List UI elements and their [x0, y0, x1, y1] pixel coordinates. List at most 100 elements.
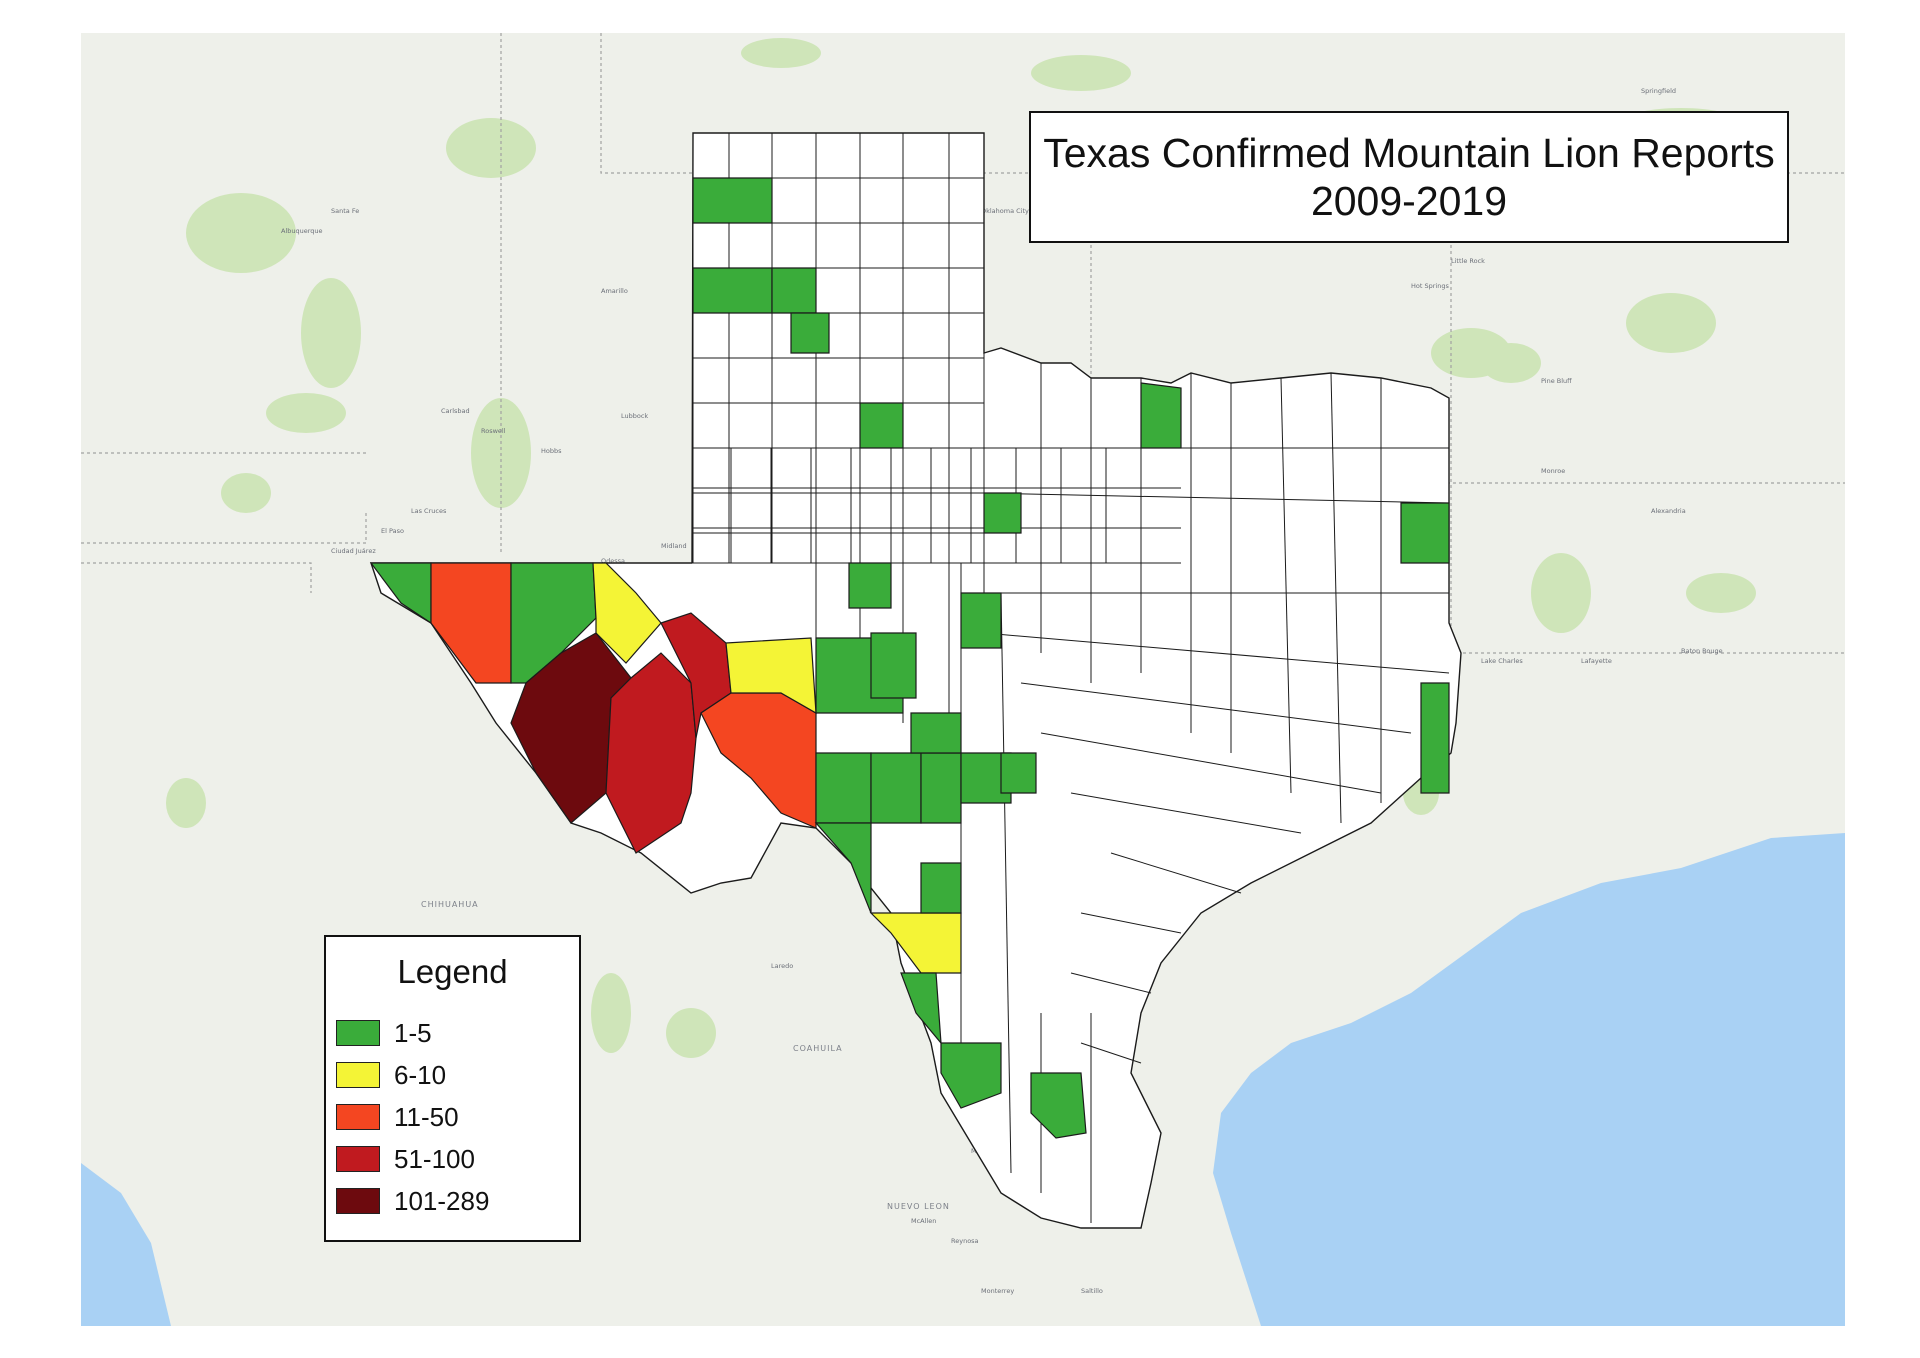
park-area	[446, 118, 536, 178]
county-border	[1070, 792, 1302, 834]
region-label: NUEVO LEON	[887, 1202, 950, 1211]
map-area[interactable]: Albuquerque Santa Fe Amarillo Lubbock Midlan…	[81, 33, 1845, 1326]
place-label: Lake Charles	[1481, 657, 1523, 665]
legend-label: 11-50	[394, 1101, 459, 1132]
county-brewster-area[interactable]	[605, 652, 697, 854]
county-hill-country[interactable]	[910, 712, 962, 754]
place-label: Lafayette	[1581, 657, 1612, 665]
legend-label: 6-10	[394, 1059, 447, 1090]
county-border	[1000, 592, 1012, 1174]
county-edwards-plateau-a[interactable]	[848, 562, 892, 609]
legend: Legend 1-5 6-10 11-50 51-100 101-289	[324, 935, 581, 1242]
county-bexar-west[interactable]	[1000, 752, 1037, 794]
county-border	[983, 632, 1450, 674]
map-title-box: Texas Confirmed Mountain Lion Reports 20…	[1029, 111, 1789, 243]
place-label: Carlsbad	[441, 407, 470, 415]
legend-swatch	[336, 1146, 380, 1172]
county-border	[1070, 972, 1152, 994]
legend-label: 101-289	[394, 1185, 490, 1216]
legend-item-51-100: 51-100	[336, 1144, 475, 1174]
county-east-border-a[interactable]	[1400, 502, 1450, 564]
legend-item-11-50: 11-50	[336, 1102, 459, 1132]
county-uvalde-area[interactable]	[870, 752, 922, 824]
place-label: Albuquerque	[281, 227, 323, 235]
county-edwards-plateau-b[interactable]	[960, 592, 1002, 649]
place-label: Lubbock	[621, 412, 648, 420]
place-label: Monroe	[1541, 467, 1565, 475]
county-rolling-plains[interactable]	[859, 402, 904, 449]
park-area	[266, 393, 346, 433]
county-north-central[interactable]	[1140, 382, 1182, 449]
place-label: Ciudad Juárez	[331, 547, 376, 555]
county-border	[983, 492, 1450, 504]
map-canvas[interactable]: Albuquerque Santa Fe Amarillo Lubbock Midlan…	[81, 33, 1845, 1326]
legend-item-6-10: 6-10	[336, 1060, 446, 1090]
park-area	[186, 193, 296, 273]
legend-swatch	[336, 1104, 380, 1130]
county-panhandle-a[interactable]	[692, 177, 773, 224]
place-label: Laredo	[771, 962, 793, 970]
legend-label: 51-100	[394, 1143, 475, 1174]
legend-swatch	[336, 1020, 380, 1046]
park-area	[221, 473, 271, 513]
place-label: Santa Fe	[331, 207, 359, 215]
place-label: Monterrey	[981, 1287, 1014, 1295]
place-label: Baton Rouge	[1681, 647, 1723, 655]
county-panhandle-d[interactable]	[790, 312, 830, 354]
park-area	[1686, 573, 1756, 613]
county-starr-area[interactable]	[940, 1042, 1002, 1109]
place-label: Reynosa	[951, 1237, 979, 1245]
park-area	[1031, 55, 1131, 91]
place-label: Roswell	[481, 427, 506, 435]
legend-label: 1-5	[394, 1017, 432, 1048]
county-border	[1080, 912, 1182, 934]
county-pecos-area[interactable]	[592, 562, 662, 664]
region-label: COAHUILA	[793, 1044, 843, 1053]
region-label: CHIHUAHUA	[421, 900, 479, 909]
county-real-area[interactable]	[960, 752, 1012, 804]
park-area	[1626, 293, 1716, 353]
county-panhandle-c[interactable]	[771, 267, 817, 314]
place-label: Pine Bluff	[1541, 377, 1572, 385]
county-layer	[369, 132, 1462, 1229]
place-label: Springfield	[1641, 87, 1676, 95]
place-label: Amarillo	[601, 287, 628, 295]
county-cameron-area[interactable]	[1030, 1072, 1087, 1139]
place-label: Odessa	[601, 557, 625, 565]
county-cross-timbers[interactable]	[983, 492, 1022, 534]
county-panhandle-b[interactable]	[692, 267, 773, 314]
county-medina-area[interactable]	[920, 752, 962, 824]
park-area	[301, 278, 361, 388]
place-label: Oklahoma City	[981, 207, 1029, 215]
place-label: McAllen	[911, 1217, 936, 1225]
county-border	[1040, 732, 1382, 794]
legend-item-1-5: 1-5	[336, 1018, 432, 1048]
park-area	[741, 38, 821, 68]
county-border	[1110, 852, 1242, 894]
county-crockett-area[interactable]	[725, 637, 817, 715]
place-label: Las Cruces	[411, 507, 447, 515]
pacific-coast-water	[81, 1163, 171, 1326]
county-kinney-area[interactable]	[815, 752, 872, 824]
county-east-border-b[interactable]	[1420, 682, 1450, 794]
place-label: Hot Springs	[1411, 282, 1449, 290]
county-edwards-area[interactable]	[870, 632, 917, 699]
park-area	[666, 1008, 716, 1058]
park-area	[1531, 553, 1591, 633]
county-border	[1280, 377, 1292, 794]
border-line	[81, 562, 312, 593]
place-label: Little Rock	[1451, 257, 1485, 265]
legend-title: Legend	[397, 953, 508, 990]
place-label: El Paso	[381, 527, 404, 535]
county-duval-area[interactable]	[920, 862, 962, 914]
park-area	[1481, 343, 1541, 383]
legend-swatch	[336, 1188, 380, 1214]
place-label: Saltillo	[1081, 1287, 1103, 1295]
park-area	[166, 778, 206, 828]
map-title: Texas Confirmed Mountain Lion Reports	[1043, 130, 1775, 176]
map-subtitle: 2009-2019	[1310, 178, 1508, 224]
county-border	[1020, 682, 1412, 734]
county-culberson-area[interactable]	[430, 562, 512, 684]
legend-swatch	[336, 1062, 380, 1088]
legend-item-101-289: 101-289	[336, 1186, 489, 1216]
